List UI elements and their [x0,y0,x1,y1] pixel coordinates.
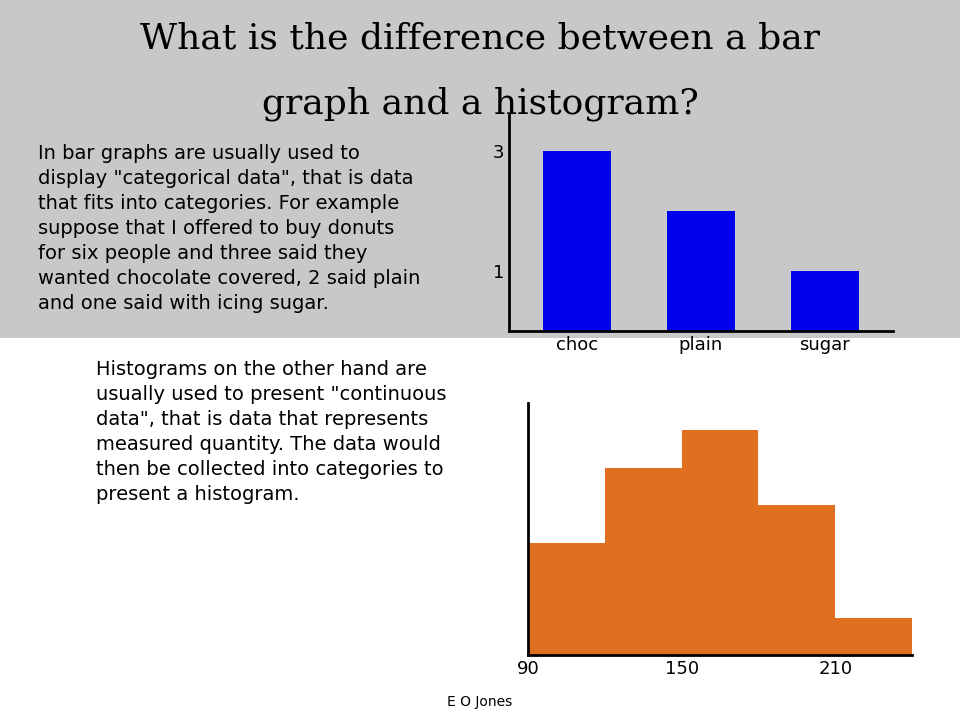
Text: Histograms on the other hand are
usually used to present "continuous
data", that: Histograms on the other hand are usually… [96,360,446,504]
Bar [528,543,605,655]
Bar [835,618,912,655]
Text: E O Jones: E O Jones [447,696,513,709]
Bar [667,211,734,331]
Text: graph and a histogram?: graph and a histogram? [262,86,698,121]
Text: In bar graphs are usually used to
display "categorical data", that is data
that : In bar graphs are usually used to displa… [38,144,420,313]
Bar [758,505,835,655]
Bar [682,431,758,655]
Bar [791,271,859,331]
Text: What is the difference between a bar: What is the difference between a bar [140,22,820,55]
Bar [605,468,682,655]
Bar [542,151,611,331]
